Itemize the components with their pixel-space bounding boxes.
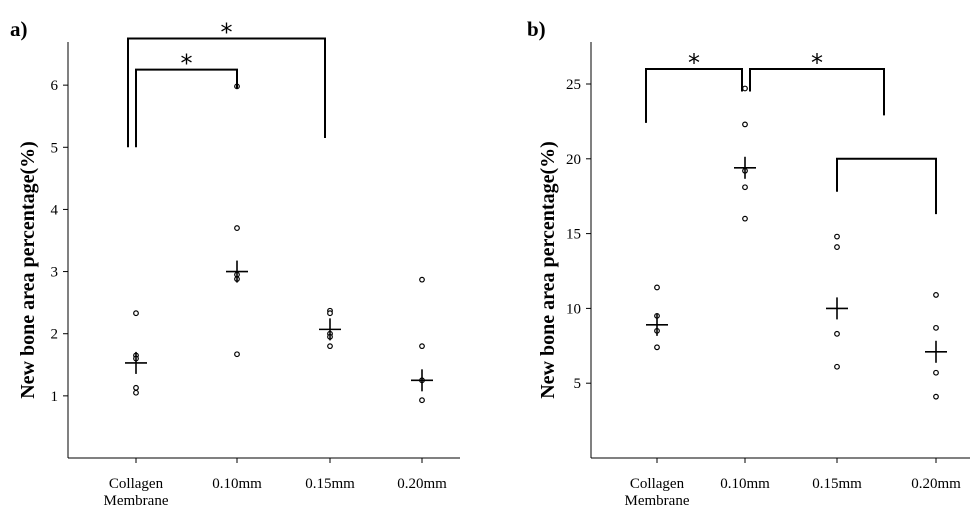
y-tick-label: 15 <box>566 227 581 243</box>
x-tick-label: 0.10mm <box>720 476 770 492</box>
data-point <box>654 284 660 291</box>
y-axis-label: New bone area percentage(%) <box>537 141 559 399</box>
data-point <box>834 233 840 240</box>
y-tick-label: 20 <box>566 152 581 168</box>
data-point <box>834 330 840 337</box>
significance-bracket <box>645 68 743 123</box>
data-point <box>933 393 939 400</box>
y-tick-label: 1 <box>51 389 59 405</box>
data-point <box>654 344 660 351</box>
data-point <box>419 276 425 283</box>
y-tick-label: 6 <box>51 78 59 94</box>
y-tick-label: 5 <box>51 140 59 156</box>
significance-star: * <box>688 49 700 77</box>
significance-bracket <box>749 68 885 116</box>
y-tick-label: 2 <box>51 327 59 343</box>
data-point <box>742 215 748 222</box>
y-axis-label: New bone area percentage(%) <box>17 141 39 399</box>
x-tick-label: Membrane <box>104 493 169 509</box>
data-point <box>327 343 333 350</box>
significance-bracket <box>127 37 326 148</box>
data-point <box>742 184 748 191</box>
x-tick-label: 0.15mm <box>812 476 862 492</box>
data-point <box>133 310 139 317</box>
data-point <box>742 85 748 92</box>
panel-b: b) New bone area percentage(%) 5 10 15 20 25 Co… <box>527 17 970 509</box>
data-point <box>133 384 139 391</box>
x-tick-label: Collagen <box>109 476 164 492</box>
significance-bracket <box>836 157 937 215</box>
y-tick-label: 25 <box>566 77 581 93</box>
data-point <box>327 310 333 317</box>
significance-star: * <box>181 50 193 78</box>
data-point <box>742 121 748 128</box>
panel-label: b) <box>527 17 546 41</box>
y-tick-label: 3 <box>51 265 59 281</box>
data-point <box>933 292 939 298</box>
significance-star: * <box>811 49 823 77</box>
x-tick-label: 0.20mm <box>397 476 447 492</box>
x-tick-label: Membrane <box>625 493 690 509</box>
y-tick-label: 4 <box>51 202 59 218</box>
data-point <box>234 351 240 358</box>
data-point <box>133 389 139 396</box>
panel-a: a) New bone area percentage(%) 1 2 3 4 5 6 Colla… <box>10 17 460 509</box>
data-point <box>834 363 840 370</box>
significance-bracket <box>135 68 238 148</box>
panel-label: a) <box>10 17 28 41</box>
significance-star: * <box>221 19 233 47</box>
x-tick-label: Collagen <box>630 476 685 492</box>
data-point <box>933 369 939 376</box>
data-point <box>933 324 939 331</box>
x-tick-label: 0.10mm <box>212 476 262 492</box>
y-tick-label: 5 <box>574 376 582 392</box>
y-tick-label: 10 <box>566 301 581 317</box>
x-tick-label: 0.15mm <box>305 476 355 492</box>
data-point <box>234 225 240 231</box>
x-tick-label: 0.20mm <box>911 476 961 492</box>
data-point <box>419 343 425 350</box>
data-point <box>419 397 425 404</box>
data-point <box>834 244 840 250</box>
